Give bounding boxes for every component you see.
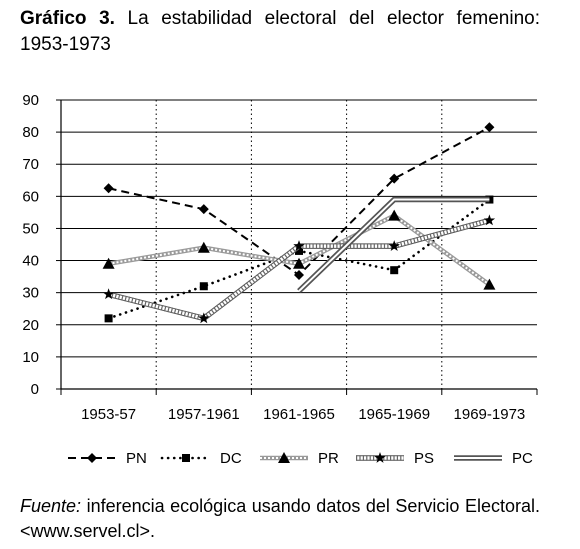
- legend-label-dc: DC: [220, 450, 242, 467]
- legend-label-pc: PC: [512, 450, 533, 467]
- data-point-dc: [104, 314, 113, 323]
- data-point-pn: [294, 270, 304, 281]
- x-tick-label: 1969-1973: [454, 406, 526, 423]
- data-point-pr: [293, 257, 305, 269]
- y-tick-label: 80: [22, 124, 39, 141]
- data-point-pn: [198, 204, 209, 215]
- data-point-pr: [483, 278, 496, 290]
- x-tick-label: 1957-1961: [168, 406, 240, 423]
- data-point-ps: [198, 312, 210, 324]
- data-point-dc: [390, 266, 399, 275]
- data-point-pn: [103, 183, 114, 194]
- source-text: inferencia ecológica usando datos del Se…: [20, 496, 540, 541]
- data-point-ps: [102, 288, 115, 300]
- data-point-pn: [484, 122, 495, 133]
- chart-title-text: La estabilidad electoral del elector fem…: [20, 8, 540, 55]
- data-point-ps: [483, 214, 496, 226]
- y-tick-label: 60: [22, 188, 39, 205]
- legend-marker-pr: [278, 452, 290, 463]
- x-tick-label: 1961-1965: [263, 406, 335, 423]
- legend-marker-ps: [374, 452, 386, 463]
- data-point-dc: [295, 246, 303, 255]
- series-line-pc-gap: [298, 198, 490, 292]
- data-point-pn: [389, 173, 400, 184]
- chart-title: Gráfico 3. La estabilidad electoral del …: [20, 6, 540, 58]
- y-tick-label: 50: [22, 220, 39, 237]
- chart-title-label: Gráfico 3.: [20, 8, 115, 29]
- source-label: Fuente:: [20, 496, 82, 516]
- legend-label-pr: PR: [318, 450, 339, 467]
- source-note: Fuente: inferencia ecológica usando dato…: [20, 494, 540, 544]
- x-tick-label: 1965-1969: [358, 406, 430, 423]
- y-tick-label: 10: [22, 349, 39, 366]
- data-point-pr: [388, 209, 401, 221]
- x-tick-label: 1953-57: [81, 406, 136, 423]
- y-tick-label: 40: [22, 253, 39, 270]
- data-point-pr: [197, 241, 210, 253]
- series-line-ps-inner: [108, 218, 490, 321]
- data-point-pr: [102, 257, 115, 269]
- legend-marker-pn: [87, 453, 97, 463]
- data-point-ps: [388, 240, 400, 251]
- y-tick-label: 70: [22, 156, 39, 173]
- y-tick-label: 20: [22, 317, 39, 334]
- legend-marker-dc: [182, 454, 190, 462]
- legend-label-pn: PN: [126, 450, 147, 467]
- y-tick-label: 90: [22, 92, 39, 109]
- data-point-dc: [199, 282, 208, 291]
- legend-label-ps: PS: [414, 450, 434, 467]
- y-tick-label: 30: [22, 285, 39, 302]
- data-point-ps: [293, 240, 305, 251]
- y-tick-label: 0: [31, 381, 39, 398]
